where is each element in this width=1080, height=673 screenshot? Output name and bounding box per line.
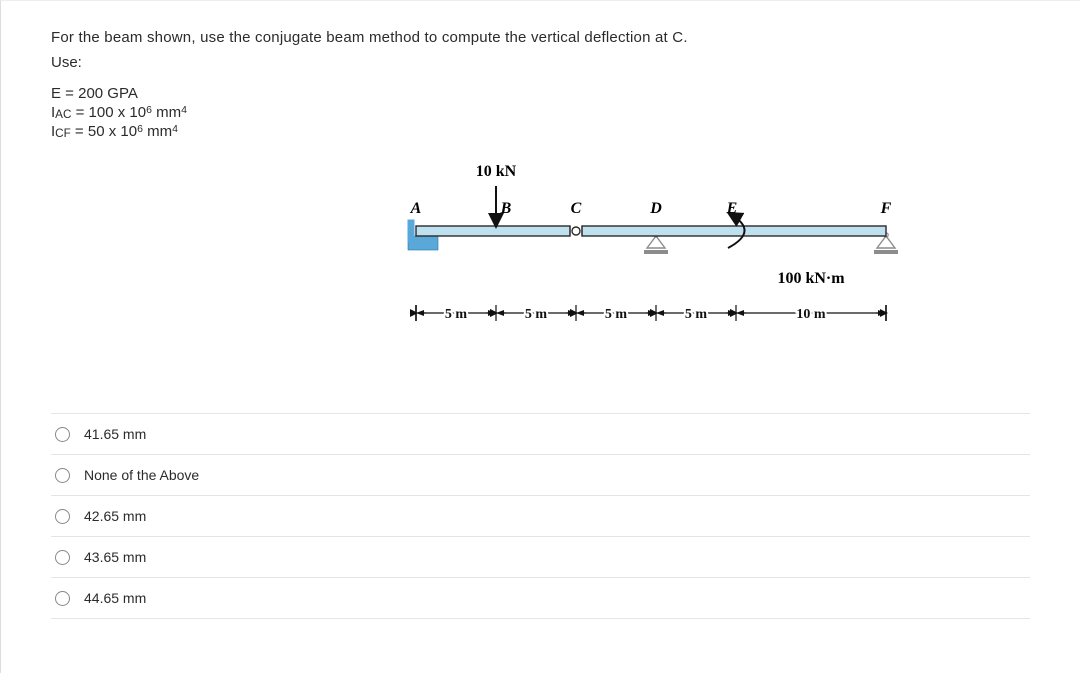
beam-diagram: 10 kN 100 kN·m A B C D E F 5 m 5 m 5 m 5 m 10 m (396, 158, 1030, 343)
option-label: 44.65 mm (84, 590, 146, 606)
option-row[interactable]: None of the Above (51, 454, 1030, 495)
given-iac: IAC = 100 x 106 mm4 (51, 104, 1030, 121)
svg-text:C: C (571, 200, 582, 217)
option-label: None of the Above (84, 467, 199, 483)
radio-icon[interactable] (55, 427, 70, 442)
option-row[interactable]: 41.65 mm (51, 413, 1030, 454)
svg-text:5 m: 5 m (445, 307, 468, 322)
question-text: For the beam shown, use the conjugate be… (51, 29, 1030, 46)
svg-text:5 m: 5 m (525, 307, 548, 322)
svg-text:A: A (410, 200, 422, 217)
svg-text:F: F (880, 200, 892, 217)
svg-text:5 m: 5 m (685, 307, 708, 322)
iac-sub: AC (55, 108, 71, 121)
option-row[interactable]: 43.65 mm (51, 536, 1030, 577)
svg-text:B: B (500, 200, 512, 217)
radio-icon[interactable] (55, 509, 70, 524)
svg-text:10 kN: 10 kN (476, 163, 517, 180)
given-e: E = 200 GPA (51, 85, 1030, 102)
icf-unit-sup: 4 (172, 123, 178, 135)
option-label: 42.65 mm (84, 508, 146, 524)
options-list: 41.65 mm None of the Above 42.65 mm 43.6… (51, 413, 1030, 619)
radio-icon[interactable] (55, 468, 70, 483)
iac-unit-sup: 4 (181, 104, 187, 116)
iac-rest: = 100 x 10 (71, 104, 146, 121)
icf-unit: mm (143, 123, 172, 140)
given-icf: ICF = 50 x 106 mm4 (51, 123, 1030, 140)
svg-text:D: D (649, 200, 662, 217)
option-label: 43.65 mm (84, 549, 146, 565)
option-label: 41.65 mm (84, 426, 146, 442)
svg-text:5 m: 5 m (605, 307, 628, 322)
option-row[interactable]: 42.65 mm (51, 495, 1030, 536)
icf-rest: = 50 x 10 (71, 123, 137, 140)
svg-text:100 kN·m: 100 kN·m (777, 270, 845, 287)
svg-text:E: E (726, 200, 738, 217)
radio-icon[interactable] (55, 550, 70, 565)
radio-icon[interactable] (55, 591, 70, 606)
iac-unit: mm (152, 104, 181, 121)
svg-text:10 m: 10 m (796, 307, 826, 322)
use-label: Use: (51, 54, 1030, 71)
icf-sub: CF (55, 127, 71, 140)
option-row[interactable]: 44.65 mm (51, 577, 1030, 619)
